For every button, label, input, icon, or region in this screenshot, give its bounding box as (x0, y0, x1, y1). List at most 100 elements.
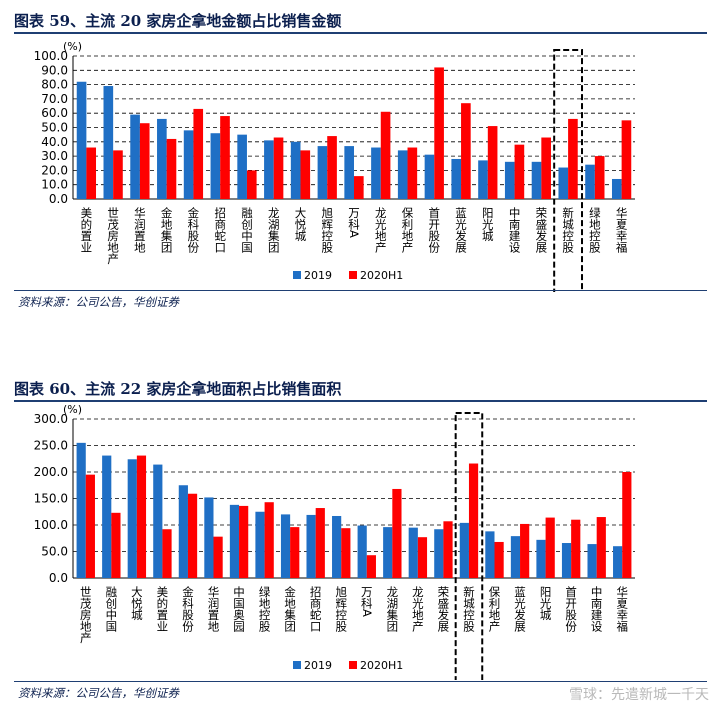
bar-2019 (613, 546, 623, 578)
bar-2019 (585, 164, 595, 199)
x-category-label: 蓝光发展 (513, 586, 527, 633)
x-category-label: 绿地控股 (258, 585, 272, 633)
bar-2019 (130, 114, 140, 199)
bar-2020h1 (434, 67, 444, 199)
bar-2020h1 (300, 150, 311, 199)
x-category-label: 华润置地 (133, 206, 147, 253)
figure-59-source: 资料来源：公司公告，华创证券 (18, 295, 179, 309)
y-unit-label: (%) (63, 403, 82, 416)
figure-60-source: 资料来源：公司公告，华创证券 (18, 686, 179, 700)
bar-2019 (510, 536, 521, 578)
x-category-label: 融创中国 (104, 586, 118, 633)
x-category-label: 万科A (347, 207, 361, 238)
y-tick-label: 250.0 (34, 439, 68, 453)
bar-2019 (531, 161, 542, 199)
bar-2019 (434, 529, 444, 578)
bar-2020h1 (193, 108, 204, 199)
bar-2020h1 (354, 176, 364, 199)
x-category-label: 阳光城 (539, 586, 553, 621)
highlight-box (553, 49, 584, 292)
figure-59-title: 图表 59、主流 20 家房企拿地金额占比销售金额 (14, 12, 342, 30)
bar-2020h1 (327, 136, 337, 199)
y-tick-label: 40.0 (41, 135, 68, 149)
bar-2020h1 (239, 505, 249, 578)
bar-2019 (397, 150, 408, 199)
chart-59-land-amount-ratio: 0.010.020.030.040.050.060.070.080.090.01… (34, 40, 635, 292)
y-tick-label: 150.0 (34, 492, 68, 506)
bar-2019 (183, 130, 194, 199)
bar-2019 (103, 86, 114, 199)
x-category-label: 新城控股 (462, 585, 476, 633)
y-tick-label: 50.0 (41, 545, 68, 559)
bar-2019 (306, 514, 316, 578)
y-tick-label: 90.0 (41, 63, 68, 77)
bar-2019 (76, 81, 87, 199)
x-category-label: 蓝光发展 (454, 207, 468, 254)
bar-2020h1 (166, 138, 177, 199)
y-tick-label: 100.0 (34, 518, 68, 532)
x-category-label: 金地集团 (160, 206, 174, 254)
y-tick-label: 30.0 (41, 149, 68, 163)
figure-60-title-rule (14, 400, 707, 402)
chart-60-land-area-ratio: 0.0 50.0 100.0 150.0 200.0 250.0 300.0(%) 世茂房地产… (34, 403, 635, 680)
bar-2020h1 (487, 126, 498, 199)
bar-2019 (255, 511, 265, 578)
y-tick-label: 60.0 (41, 106, 68, 120)
bar-2019 (153, 464, 163, 578)
bar-2020h1 (494, 541, 504, 578)
x-category-label: 世茂房地产 (106, 207, 120, 265)
x-category-label: 龙光地产 (374, 207, 388, 254)
legend-swatch-2019 (293, 271, 301, 279)
bar-2020h1 (568, 118, 578, 199)
x-category-label: 美的置业 (79, 206, 93, 253)
y-tick-label: 100.0 (34, 49, 68, 63)
bar-2020h1 (468, 463, 479, 578)
x-category-label: 华夏幸福 (615, 585, 629, 633)
bar-2019 (344, 146, 354, 199)
bar-2020h1 (514, 144, 525, 199)
y-tick-label: 200.0 (34, 465, 68, 479)
x-category-label: 融创中国 (240, 207, 254, 254)
bar-2020h1 (213, 536, 223, 578)
bar-2020h1 (443, 521, 453, 578)
legend-swatch-2020h1 (349, 661, 357, 669)
watermark-text: 雪球：先遣新城一千天 (569, 687, 709, 703)
y-tick-label: 0.0 (49, 571, 68, 585)
bar-2019 (587, 544, 597, 578)
bar-2020h1 (85, 474, 95, 578)
x-category-label: 旭辉控股 (320, 207, 334, 254)
bar-2019 (504, 161, 515, 199)
bar-2020h1 (596, 517, 606, 578)
x-category-label: 金地集团 (283, 585, 297, 633)
x-category-label: 保利地产 (488, 585, 502, 633)
legend-swatch-2020h1 (349, 271, 357, 279)
x-category-label: 招商蛇口 (213, 206, 227, 253)
bar-2020h1 (417, 537, 428, 578)
y-tick-label: 80.0 (41, 78, 68, 92)
bar-2019 (229, 504, 240, 578)
x-category-label: 旭辉控股 (334, 586, 348, 633)
bar-2019 (485, 531, 495, 578)
x-category-label: 中南建设 (508, 207, 522, 254)
x-category-label: 世茂房地产 (79, 586, 93, 644)
bar-2020h1 (571, 519, 581, 578)
bar-2020h1 (461, 103, 471, 199)
legend-label: 2020H1 (360, 269, 403, 282)
bar-2019 (558, 167, 569, 199)
bar-2019 (204, 497, 214, 578)
x-category-label: 首开股份 (564, 585, 578, 633)
x-category-label: 荣盛发展 (534, 207, 548, 254)
x-category-label: 华润置地 (207, 585, 221, 632)
bar-2020h1 (315, 508, 325, 578)
bar-2020h1 (520, 523, 530, 578)
figure-60-title: 图表 60、主流 22 家房企拿地面积占比销售面积 (14, 380, 342, 398)
y-tick-label: 10.0 (41, 178, 68, 192)
bar-2019 (561, 543, 572, 578)
legend-label: 2019 (304, 659, 332, 672)
bar-2019 (157, 118, 167, 199)
x-category-label: 华夏幸福 (615, 206, 629, 254)
legend-label: 2020H1 (360, 659, 403, 672)
bar-2019 (280, 514, 291, 578)
x-category-label: 保利地产 (401, 206, 415, 254)
x-category-label: 万科A (360, 586, 374, 617)
